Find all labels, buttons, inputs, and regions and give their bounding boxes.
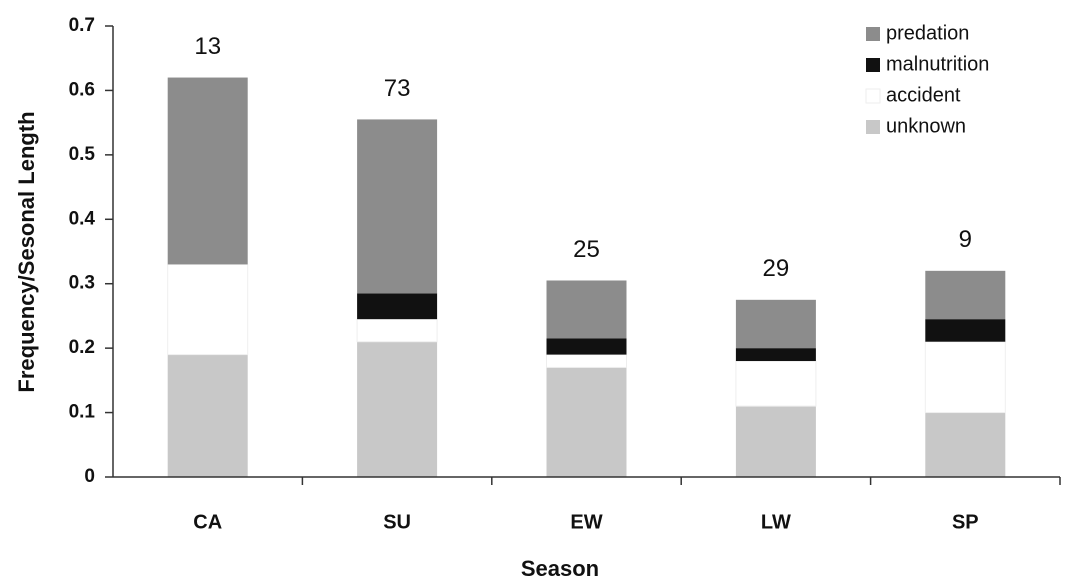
bar-segment [925, 319, 1006, 342]
legend-swatch [866, 58, 880, 72]
x-tick-label: SP [952, 511, 979, 533]
bar-segment [546, 354, 627, 368]
bar-segment [357, 119, 438, 294]
y-tick-label: 0.4 [69, 208, 96, 229]
bar-segment [167, 263, 249, 356]
legend-label: predation [886, 22, 969, 44]
sample-size-label: 73 [384, 75, 411, 102]
bar-segment [735, 299, 816, 349]
x-tick-label: CA [193, 511, 222, 533]
x-tick-label: EW [570, 511, 602, 533]
legend-swatch [866, 120, 880, 134]
y-axis-label: Frequency/Sesonal Length [14, 111, 39, 392]
bar-segment [735, 348, 816, 362]
sample-size-label: 13 [194, 33, 221, 60]
y-tick-label: 0.7 [69, 15, 95, 36]
legend-label: malnutrition [886, 53, 989, 75]
bar-segment [925, 412, 1006, 477]
y-tick-label: 0 [84, 466, 95, 487]
y-tick-label: 0.3 [69, 273, 95, 294]
legend-label: accident [886, 84, 961, 106]
bar-segment [924, 341, 1006, 414]
bar-segment [357, 341, 438, 477]
bar-segment [356, 318, 438, 343]
legend-swatch [866, 27, 880, 41]
sample-size-label: 29 [763, 255, 790, 282]
bar-segment [357, 293, 438, 320]
x-tick-label: LW [761, 511, 791, 533]
sample-size-label: 25 [573, 236, 600, 263]
y-tick-label: 0.6 [69, 79, 95, 100]
bar-segment [167, 354, 248, 477]
bar-segment [546, 338, 627, 355]
y-tick-label: 0.1 [69, 402, 96, 423]
sample-size-label: 9 [959, 226, 972, 253]
y-tick-label: 0.2 [69, 337, 95, 358]
bar-segment [735, 360, 817, 407]
x-tick-label: SU [383, 511, 411, 533]
bar-segment [167, 77, 248, 265]
legend-swatch [865, 88, 881, 104]
bar-segment [925, 270, 1006, 320]
legend-label: unknown [886, 115, 966, 137]
y-tick-label: 0.5 [69, 144, 96, 165]
bar-segment [546, 367, 627, 477]
bar-segment [735, 406, 816, 477]
bar-segment [546, 280, 627, 339]
x-axis-label: Season [521, 556, 599, 581]
